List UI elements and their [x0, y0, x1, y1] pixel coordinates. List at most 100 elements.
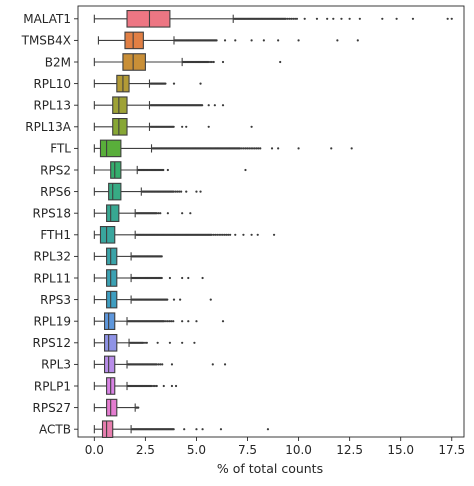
box-iqr — [112, 118, 128, 136]
outlier-point — [221, 60, 225, 64]
box-iqr — [106, 290, 118, 309]
y-tick-label: MALAT1 — [23, 12, 71, 26]
outlier-point — [156, 341, 159, 344]
outlier-point — [257, 147, 260, 150]
outlier-point — [251, 147, 255, 150]
outlier-point — [166, 320, 169, 323]
x-tick-label: 17.5 — [438, 443, 465, 457]
outlier-point — [350, 147, 353, 150]
outlier-point — [178, 190, 181, 193]
outlier-point — [142, 341, 145, 344]
box-iqr — [110, 161, 122, 179]
outlier-point — [172, 428, 175, 431]
outlier-point — [199, 190, 202, 193]
box-rps3 — [93, 290, 212, 309]
box-rpl13 — [93, 96, 225, 114]
outlier-point — [332, 17, 335, 20]
outlier-point — [216, 233, 219, 236]
outlier-point — [358, 17, 361, 20]
outlier-point — [450, 17, 453, 20]
outlier-point — [172, 320, 175, 323]
x-tick-label: 10.0 — [285, 443, 312, 457]
outlier-point — [159, 363, 162, 366]
outlier-point — [172, 298, 176, 301]
box-fth1 — [93, 226, 276, 244]
outlier-point — [303, 17, 306, 20]
y-tick-label: RPL10 — [33, 77, 71, 91]
outlier-point — [249, 147, 253, 150]
box-iqr — [122, 53, 146, 71]
y-tick-label: ACTB — [39, 423, 71, 437]
outlier-point — [176, 190, 179, 193]
outlier-point — [219, 233, 223, 236]
outlier-point — [293, 17, 297, 20]
outlier-point — [174, 190, 177, 193]
outlier-point — [244, 147, 247, 150]
x-tick-label: 7.5 — [238, 443, 257, 457]
outlier-point — [395, 17, 398, 20]
y-tick-label: RPS2 — [40, 163, 71, 177]
outlier-point — [381, 17, 384, 20]
outlier-point — [172, 82, 176, 85]
outlier-point — [172, 125, 175, 128]
outlier-point — [162, 168, 165, 172]
outlier-point — [315, 17, 319, 20]
outlier-point — [242, 233, 245, 236]
y-tick-label: RPS3 — [40, 293, 71, 307]
y-tick-label: RPLP1 — [34, 379, 71, 393]
box-iqr — [106, 269, 118, 287]
box-rps2 — [93, 161, 247, 179]
outlier-point — [213, 104, 216, 107]
y-tick-label: RPS18 — [33, 207, 71, 221]
outlier-point — [155, 212, 158, 215]
outlier-point — [183, 428, 186, 431]
outlier-point — [215, 39, 218, 42]
outlier-point — [250, 233, 253, 236]
outlier-point — [157, 363, 160, 366]
outlier-point — [181, 125, 184, 128]
outlier-point — [195, 190, 198, 193]
outlier-point — [256, 233, 259, 236]
outlier-point — [348, 17, 351, 20]
outlier-point — [161, 363, 164, 366]
outlier-point — [295, 17, 299, 20]
outlier-point — [272, 233, 276, 236]
outlier-point — [150, 384, 153, 388]
outlier-point — [297, 147, 300, 150]
box-tmsb4x — [97, 31, 359, 50]
outlier-point — [336, 39, 339, 42]
x-axis: 0.0 2.5 5.0 7.5 10.0 12.5 15.0 17.5 — [85, 437, 465, 457]
outlier-point — [292, 17, 295, 20]
box-rps6 — [93, 182, 202, 201]
outlier-point — [227, 233, 230, 236]
y-tick-label: RPS12 — [33, 336, 71, 350]
outlier-point — [201, 428, 204, 431]
box-malat1 — [93, 10, 453, 28]
outlier-point — [209, 298, 212, 301]
outlier-point — [181, 276, 184, 280]
outlier-point — [162, 320, 166, 323]
box-iqr — [99, 226, 116, 244]
outlier-point — [221, 233, 224, 236]
outlier-point — [193, 341, 196, 344]
x-tick-label: 12.5 — [336, 443, 363, 457]
y-tick-label: RPL19 — [33, 315, 71, 329]
outlier-point — [242, 147, 245, 150]
outlier-point — [288, 17, 291, 20]
plot-frame — [77, 5, 465, 438]
y-tick-label: TMSB4X — [21, 34, 71, 48]
outlier-point — [207, 60, 210, 64]
outlier-point — [195, 320, 198, 323]
outlier-point — [207, 125, 210, 128]
outlier-point — [153, 384, 156, 388]
outlier-point — [187, 276, 190, 280]
outlier-point — [157, 212, 160, 215]
outlier-point — [212, 233, 215, 236]
outlier-point — [225, 233, 228, 236]
outlier-point — [151, 384, 155, 388]
outlier-point — [290, 17, 293, 20]
outlier-point — [181, 212, 184, 215]
outlier-point — [187, 320, 190, 323]
box-ftl — [93, 139, 353, 158]
outlier-point — [164, 82, 167, 85]
